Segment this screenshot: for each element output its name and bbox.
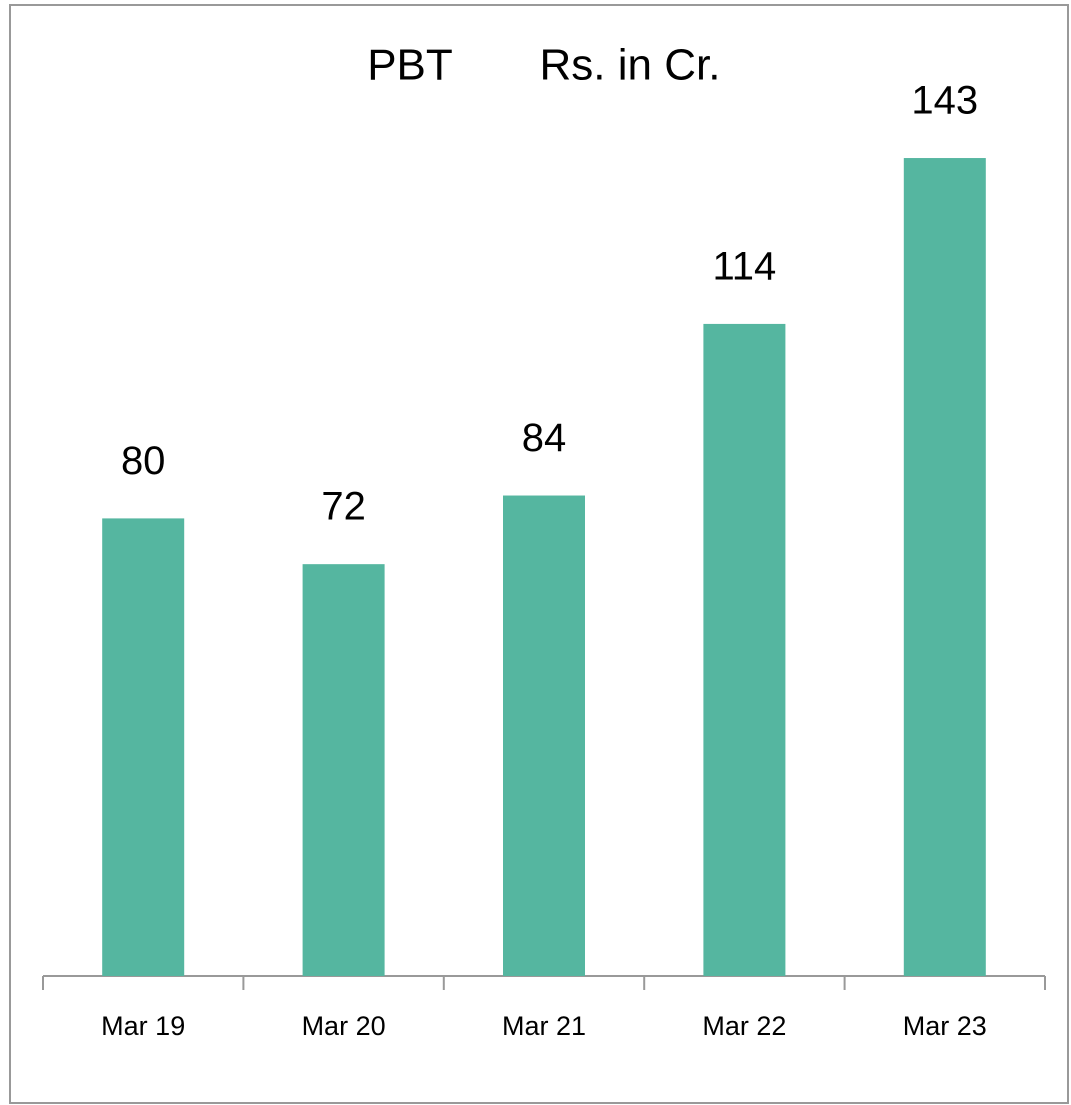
- data-label: 72: [321, 485, 366, 529]
- x-tick-label: Mar 21: [502, 1011, 586, 1041]
- data-label: 84: [522, 416, 567, 460]
- x-tick-label: Mar 23: [903, 1011, 987, 1041]
- data-label: 143: [911, 79, 978, 123]
- data-label: 80: [121, 439, 166, 483]
- chart-title: PBT: [367, 41, 453, 90]
- bar: [503, 495, 585, 976]
- bar: [302, 564, 385, 976]
- x-tick-label: Mar 20: [302, 1011, 386, 1041]
- bar: [903, 158, 986, 977]
- x-tick-label: Mar 19: [101, 1011, 185, 1041]
- bar: [102, 518, 185, 976]
- x-tick-label: Mar 22: [702, 1011, 786, 1041]
- bar: [703, 323, 786, 976]
- chart-subtitle: Rs. in Cr.: [540, 41, 721, 90]
- data-label: 114: [713, 244, 777, 288]
